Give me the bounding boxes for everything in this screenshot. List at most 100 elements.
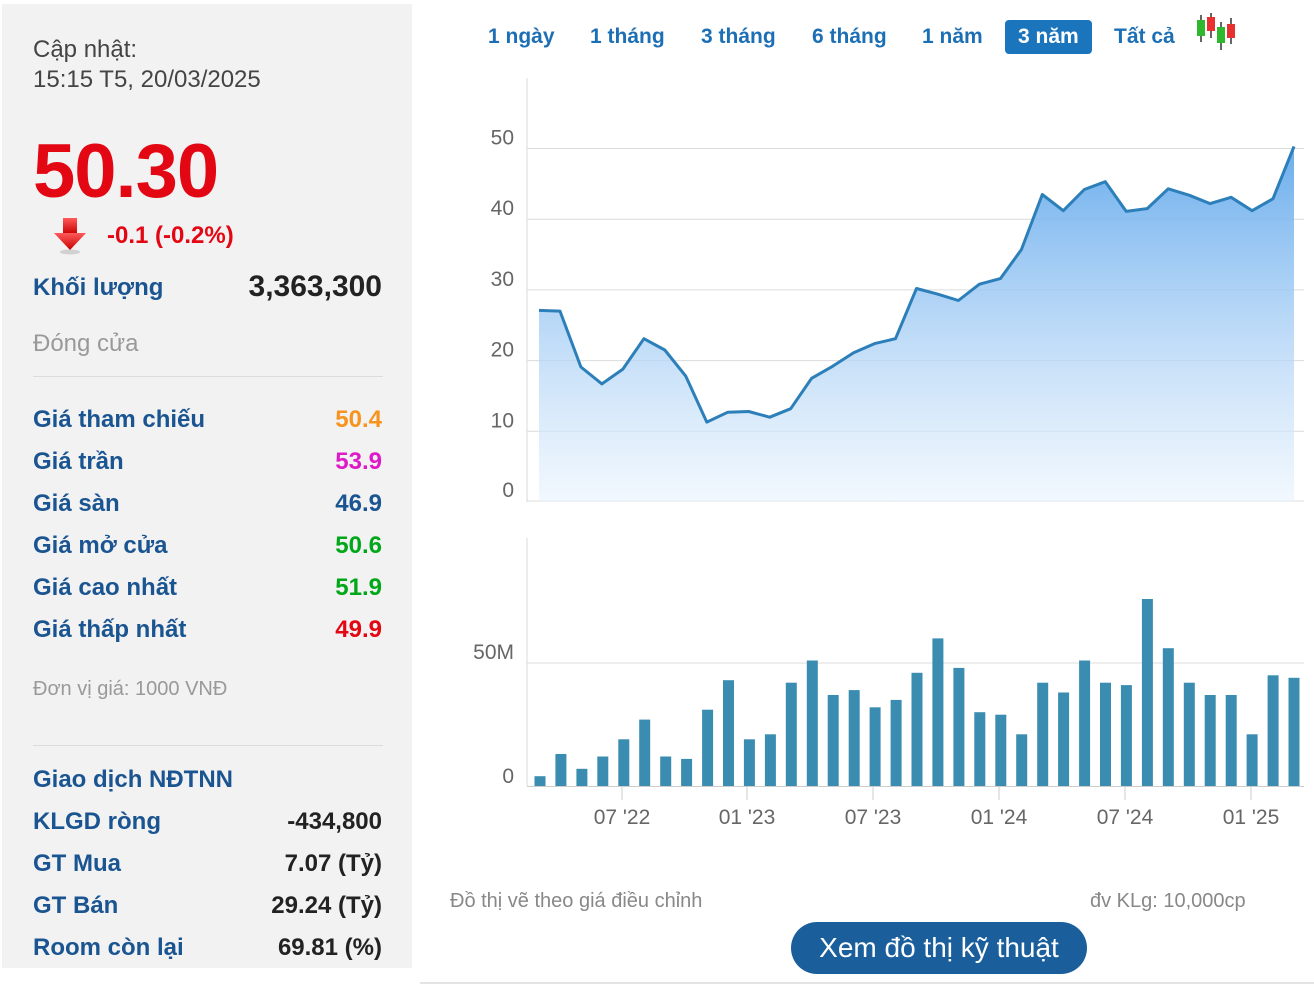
foreign-row-value: 69.81 (%) — [277, 934, 382, 961]
price-row-label: Giá trần — [33, 448, 124, 475]
volume-bar — [1162, 648, 1174, 786]
x-tick-label: 01 '23 — [719, 806, 776, 829]
range-button[interactable]: 1 năm — [922, 25, 983, 48]
price-row-value: 50.4 — [335, 406, 382, 433]
volume-bar — [660, 756, 672, 786]
volume-bar — [1246, 734, 1258, 786]
current-price: 50.30 — [33, 129, 219, 214]
price-y-tick-label: 30 — [491, 268, 514, 291]
price-row-label: Giá cao nhất — [33, 574, 178, 601]
volume-bar — [890, 699, 902, 786]
volume-bar — [1183, 682, 1195, 786]
volume-bar — [743, 739, 755, 786]
range-button[interactable]: 1 tháng — [590, 25, 665, 48]
volume-bar — [1204, 695, 1216, 786]
volume-bar — [639, 719, 651, 786]
update-time: 15:15 T5, 20/03/2025 — [33, 66, 261, 93]
range-button[interactable]: 1 ngày — [488, 25, 555, 48]
update-label: Cập nhật: — [33, 36, 138, 63]
range-button[interactable]: 6 tháng — [812, 25, 887, 48]
price-down-arrow-icon — [54, 218, 86, 255]
price-row-value: 46.9 — [335, 490, 382, 517]
price-y-tick-label: 40 — [491, 197, 514, 220]
volume-bar — [848, 690, 860, 786]
price-row-value: 53.9 — [335, 448, 382, 475]
volume-bar — [995, 714, 1007, 786]
x-tick-label: 01 '24 — [971, 806, 1028, 829]
price-row-label: Giá mở cửa — [33, 532, 168, 559]
x-tick-label: 07 '24 — [1097, 806, 1154, 829]
volume-value: 3,363,300 — [248, 270, 382, 303]
foreign-row-label: GT Bán — [33, 892, 119, 919]
volume-bar — [1016, 734, 1028, 786]
stock-info-panel: Cập nhật: 15:15 T5, 20/03/2025 50.30 -0.… — [2, 4, 412, 968]
volume-y-tick-label: 0 — [502, 765, 514, 788]
volume-bar — [1037, 682, 1049, 786]
range-button[interactable]: 3 tháng — [701, 25, 776, 48]
price-row-label: Giá tham chiếu — [33, 406, 206, 433]
volume-label: Khối lượng — [33, 274, 164, 301]
price-row-value: 50.6 — [335, 532, 382, 559]
volume-bar — [576, 768, 588, 786]
volume-bar-chart: 0 50M 07 '22 01 '23 07 '23 01 '24 07 '24 01 '25 — [473, 538, 1304, 829]
volume-bar — [702, 709, 714, 786]
volume-bar — [1288, 677, 1300, 786]
x-tick-label: 07 '23 — [845, 806, 902, 829]
price-change: -0.1 (-0.2%) — [107, 222, 234, 249]
price-y-tick-label: 50 — [491, 127, 514, 150]
price-row-value: 51.9 — [335, 574, 382, 601]
technical-chart-button[interactable]: Xem đồ thị kỹ thuật — [791, 922, 1087, 974]
volume-bar — [932, 638, 944, 786]
price-row-value: 49.9 — [335, 616, 382, 643]
foreign-row-value: -434,800 — [287, 808, 382, 835]
volume-bar — [555, 754, 567, 786]
price-row-label: Giá sàn — [33, 490, 120, 517]
adjusted-price-note: Đồ thị vẽ theo giá điều chỉnh — [450, 890, 703, 912]
foreign-row-label: Room còn lại — [33, 934, 184, 961]
volume-bar — [785, 682, 797, 786]
volume-bar — [1120, 685, 1132, 786]
volume-bar — [911, 672, 923, 786]
foreign-row-label: KLGD ròng — [33, 808, 161, 835]
volume-bar — [1141, 599, 1153, 786]
volume-bar — [534, 776, 546, 786]
volume-bar — [1267, 675, 1279, 786]
volume-bar — [1225, 695, 1237, 786]
price-area-fill — [539, 146, 1294, 502]
volume-bar — [869, 707, 881, 786]
price-y-tick-label: 20 — [491, 339, 514, 362]
candlestick-chart-icon[interactable] — [1194, 12, 1240, 52]
volume-bar — [1100, 682, 1111, 786]
market-status: Đóng cửa — [33, 330, 139, 357]
price-y-tick-label: 0 — [502, 479, 514, 502]
divider — [33, 745, 383, 746]
divider — [33, 376, 383, 377]
volume-bar — [723, 680, 734, 786]
price-line — [538, 145, 1296, 424]
volume-bar — [597, 756, 609, 786]
volume-bar — [827, 695, 839, 786]
volume-y-tick-label: 50M — [473, 641, 514, 664]
foreign-row-label: GT Mua — [33, 850, 121, 877]
x-tick-label: 01 '25 — [1223, 806, 1280, 829]
volume-bar — [618, 739, 630, 786]
volume-bar — [681, 758, 693, 786]
price-row-label: Giá thấp nhất — [33, 616, 187, 643]
volume-bar — [974, 712, 986, 786]
volume-unit-note: đv KLg: 10,000cp — [1090, 890, 1246, 912]
foreign-trading-title: Giao dịch NĐTNN — [33, 766, 234, 793]
divider — [420, 982, 1314, 984]
volume-bar — [1079, 660, 1091, 786]
unit-note: Đơn vị giá: 1000 VNĐ — [33, 678, 228, 700]
x-tick-label: 07 '22 — [594, 806, 651, 829]
price-area-chart: 0 10 20 30 40 50 — [491, 78, 1304, 502]
range-button[interactable]: Tất cả — [1114, 25, 1175, 48]
volume-bar — [1058, 692, 1070, 786]
range-button[interactable]: 3 năm — [1005, 20, 1092, 54]
foreign-row-value: 29.24 (Tỷ) — [271, 892, 382, 919]
volume-bar — [953, 667, 965, 786]
foreign-row-value: 7.07 (Tỷ) — [284, 850, 382, 877]
volume-bar — [764, 734, 776, 786]
volume-bar — [806, 660, 818, 786]
